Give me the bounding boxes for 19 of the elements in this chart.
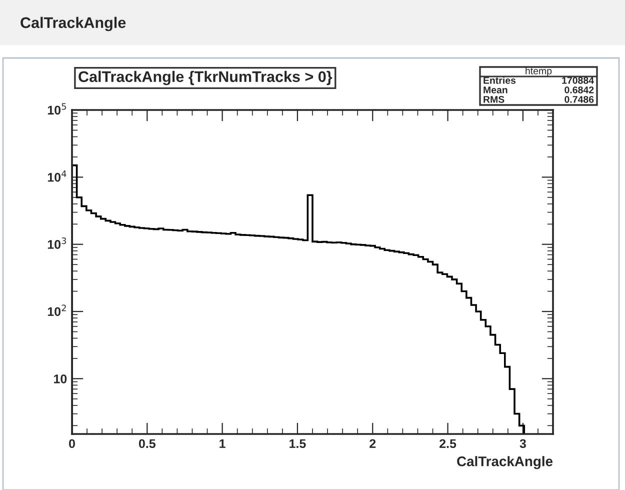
x-tick-label: 1.5	[290, 439, 306, 448]
x-tick-label: 2.5	[440, 439, 456, 448]
y-tick-label: 10$^{3}$	[48, 237, 66, 249]
y-tick-label: 10	[54, 374, 67, 384]
text: Mean 0.6842	[484, 86, 594, 94]
y-tick-label: 10$^{2}$	[48, 304, 66, 316]
x-tick-label: 2	[370, 439, 376, 448]
x-tick-label: 0	[69, 439, 75, 448]
x-tick-label: 0.5	[138, 439, 156, 448]
text: Entries 170884	[484, 76, 594, 84]
x-axis-title: CalTrackAngle	[457, 456, 553, 470]
y-tick-label: 10$^{4}$	[48, 170, 66, 182]
chart-subtitle: CalTrackAngle {TkrNumTracks > 0}	[78, 70, 332, 86]
y-tick-label: 10$^{5}$	[48, 103, 66, 115]
chart-title: CalTrackAngle	[20, 16, 126, 32]
text: htemp	[526, 67, 552, 76]
x-tick-label: 3	[520, 439, 526, 448]
text: RMS 0.7486	[484, 96, 594, 103]
x-tick-label: 1	[220, 439, 226, 448]
